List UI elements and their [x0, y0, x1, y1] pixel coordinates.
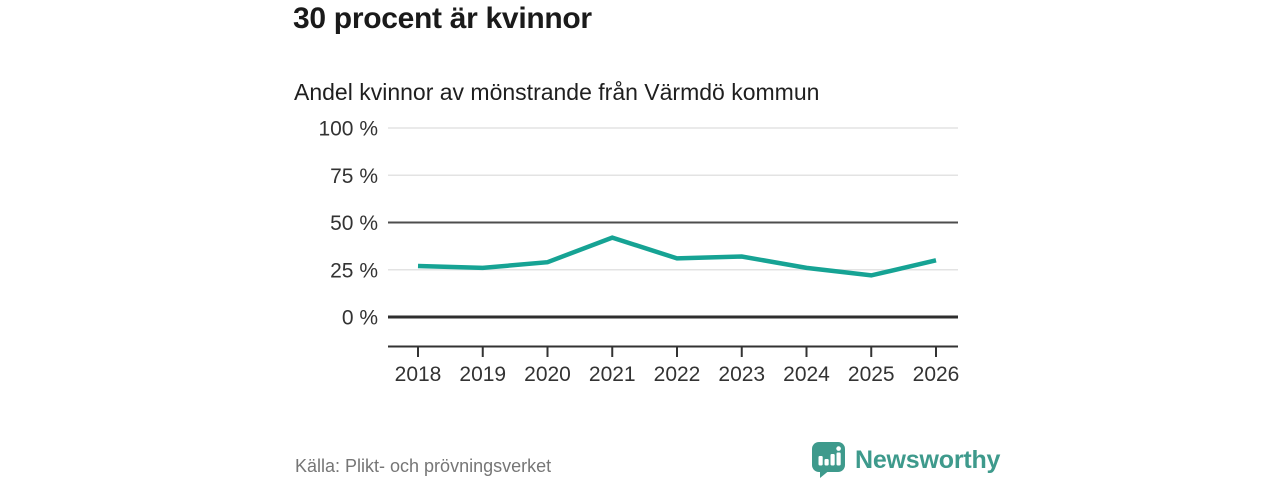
x-tick-label-2024: 2024: [783, 363, 830, 386]
y-tick-label: 50 %: [330, 212, 378, 235]
newsworthy-logo-text: Newsworthy: [855, 445, 1001, 474]
data-line-andel-kvinnor-av-mönstrande: [417, 235, 937, 278]
source-attribution: Källa: Plikt- och prövningsverket: [295, 456, 552, 476]
x-tick-label-2023: 2023: [718, 363, 765, 386]
x-tick-label-2025: 2025: [848, 363, 895, 386]
y-tick-label: 100 %: [318, 118, 378, 141]
x-tick-label-2019: 2019: [459, 363, 506, 386]
x-tick-label-2020: 2020: [524, 363, 571, 386]
y-tick-label: 75 %: [330, 165, 378, 188]
x-tick-label-2026: 2026: [913, 363, 960, 386]
newsworthy-logo: Newsworthy: [811, 441, 1000, 479]
y-tick-label: 0 %: [342, 307, 378, 330]
logo-bars-icon: [818, 446, 841, 466]
logo-bubble-tail: [820, 469, 831, 478]
chart-title: 30 procent är kvinnor: [293, 2, 592, 35]
x-tick-label-2022: 2022: [654, 363, 701, 386]
y-tick-label: 25 %: [330, 259, 378, 282]
x-tick-label-2018: 2018: [395, 363, 442, 386]
x-tick-label-2021: 2021: [589, 363, 636, 386]
newsworthy-logo-icon: [812, 442, 845, 478]
chart-subtitle: Andel kvinnor av mönstrande från Värmdö …: [294, 79, 820, 105]
